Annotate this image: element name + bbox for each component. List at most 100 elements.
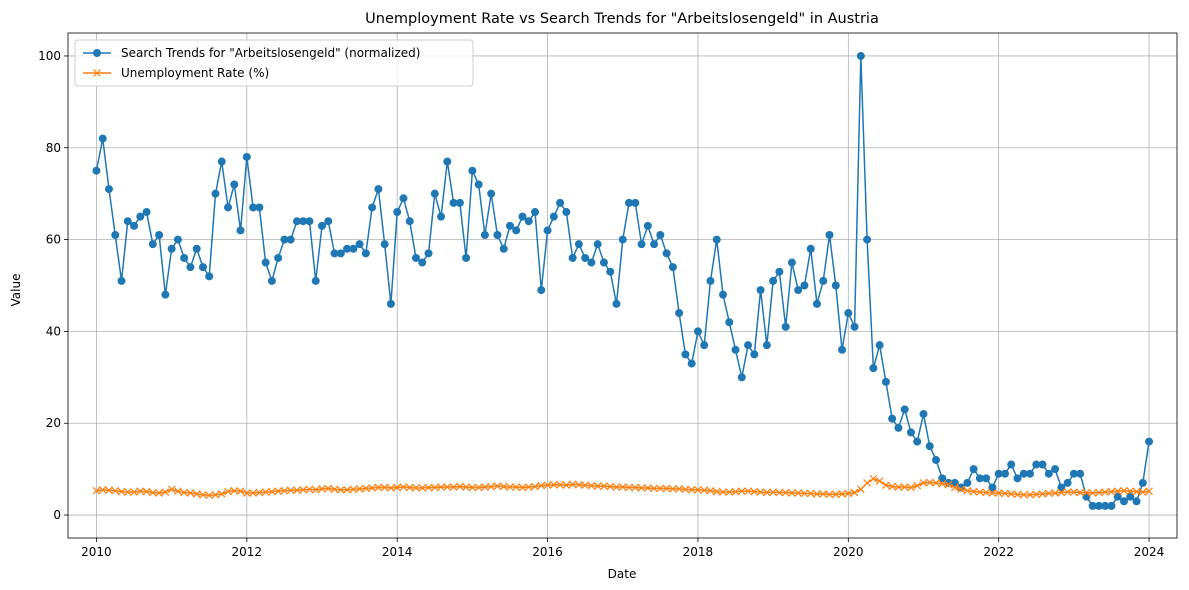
data-point: [869, 364, 878, 373]
data-point: [775, 267, 784, 276]
data-point: [731, 345, 740, 354]
data-point: [900, 483, 909, 491]
data-point: [825, 231, 834, 239]
data-point: [261, 258, 270, 267]
data-point: [318, 221, 327, 230]
data-point: [349, 485, 358, 494]
data-point: [524, 217, 533, 226]
data-point: [650, 240, 659, 249]
data-point: [900, 405, 909, 414]
data-point: [1082, 488, 1091, 497]
data-point: [1026, 491, 1034, 499]
data-point: [149, 488, 157, 497]
legend-marker: [93, 49, 101, 57]
data-point: [205, 272, 214, 281]
data-point: [562, 481, 571, 490]
data-point: [556, 480, 564, 489]
data-point: [694, 485, 702, 494]
y-tick-label: 20: [46, 416, 61, 430]
data-point: [418, 484, 427, 492]
y-axis-label: Value: [9, 274, 23, 307]
x-tick-label: 2024: [1134, 545, 1165, 559]
x-tick-label: 2012: [232, 545, 263, 559]
data-point: [324, 217, 333, 226]
data-point: [474, 483, 483, 492]
data-point: [618, 235, 627, 244]
data-point: [512, 483, 521, 491]
data-point: [123, 488, 132, 496]
data-point: [424, 249, 433, 258]
data-point: [123, 217, 132, 226]
data-point: [393, 483, 402, 492]
data-point: [1126, 487, 1135, 495]
data-point: [712, 487, 721, 496]
data-point: [581, 253, 590, 262]
data-point: [1051, 465, 1060, 474]
data-point: [982, 488, 990, 497]
data-point: [656, 231, 665, 239]
data-point: [537, 286, 546, 295]
data-point: [255, 203, 264, 212]
data-point: [806, 489, 815, 498]
data-point: [875, 477, 884, 485]
data-point: [393, 208, 402, 217]
data-point: [1013, 474, 1022, 483]
data-point: [631, 483, 640, 492]
data-point: [850, 322, 859, 331]
data-point: [211, 491, 220, 499]
data-point: [98, 485, 107, 494]
data-point: [881, 377, 890, 386]
data-point: [637, 240, 646, 249]
data-point: [280, 235, 289, 244]
data-point: [1063, 488, 1072, 496]
data-point: [412, 484, 420, 492]
data-point: [1000, 469, 1009, 478]
data-point: [437, 483, 445, 491]
data-point: [963, 478, 972, 487]
data-point: [173, 235, 182, 244]
data-point: [543, 226, 552, 235]
data-point: [994, 469, 1003, 478]
data-point: [612, 483, 621, 491]
data-point: [418, 258, 427, 267]
data-point: [1019, 469, 1028, 478]
data-point: [480, 231, 489, 239]
series-1: [92, 474, 1153, 500]
data-point: [857, 485, 865, 494]
data-point: [1138, 478, 1147, 487]
data-point: [117, 487, 126, 496]
data-point: [537, 481, 546, 490]
data-point: [543, 481, 552, 490]
data-point: [819, 276, 828, 285]
data-point: [894, 423, 903, 432]
data-point: [499, 482, 508, 491]
data-point: [1120, 486, 1128, 495]
data-point: [1132, 497, 1141, 506]
data-point: [549, 212, 558, 221]
data-point: [769, 276, 778, 285]
data-point: [994, 489, 1003, 497]
data-point: [1095, 488, 1103, 497]
data-point: [719, 488, 727, 496]
data-point: [1145, 437, 1154, 446]
data-point: [681, 350, 690, 359]
data-point: [242, 489, 251, 497]
data-point: [512, 226, 521, 235]
data-point: [844, 489, 853, 498]
data-point: [487, 189, 496, 198]
data-point: [1113, 492, 1122, 501]
plot-frame: [67, 32, 1178, 539]
x-tick-label: 2010: [81, 545, 112, 559]
data-point: [411, 253, 420, 262]
data-point: [324, 484, 333, 493]
data-point: [161, 290, 170, 299]
legend-label: Unemployment Rate (%): [121, 66, 269, 80]
data-point: [1044, 469, 1053, 478]
data-point: [92, 166, 101, 175]
data-point: [681, 485, 690, 494]
data-point: [593, 482, 602, 490]
data-point: [969, 465, 978, 474]
data-point: [362, 484, 370, 493]
y-tick-label: 80: [46, 141, 61, 155]
data-point: [343, 485, 351, 494]
